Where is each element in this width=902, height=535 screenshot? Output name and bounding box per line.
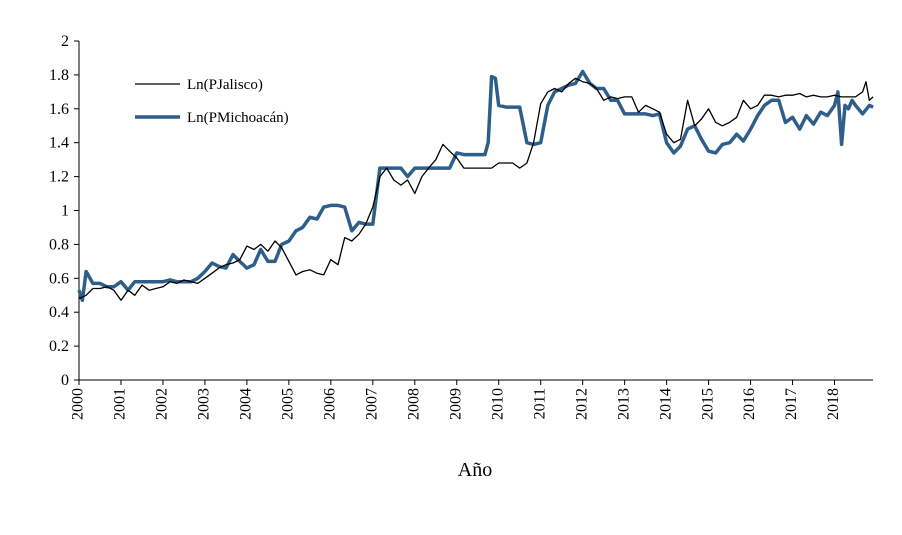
- legend-label: Ln(PJalisco): [187, 77, 263, 93]
- x-tick-label: 2000: [70, 388, 87, 420]
- y-tick-label: 0.4: [49, 304, 69, 321]
- axes: 0 0.2 0.4 0.6 0.8 1 1.2 1.4 1.6 1.8 2 2000 2001 2002 2…: [49, 33, 873, 420]
- y-tick-label: 1.8: [49, 67, 69, 84]
- x-tick-label: 2012: [573, 388, 590, 420]
- series-line-pjalisco: [78, 77, 874, 301]
- y-tick-label: 1.6: [49, 101, 69, 118]
- x-tick-label: 2002: [154, 388, 171, 420]
- series-line-pmichoacan: [77, 69, 874, 303]
- y-tick-label: 0: [61, 372, 69, 389]
- y-tick-label: 0.8: [49, 236, 69, 253]
- legend-label: Ln(PMichoacán): [187, 110, 289, 126]
- y-tick-label: 0.6: [49, 270, 69, 287]
- x-tick-label: 2018: [825, 388, 842, 420]
- y-tick-label: 1.4: [49, 135, 69, 152]
- x-tick-label: 2010: [489, 388, 506, 420]
- x-tick-label: 2016: [741, 388, 758, 420]
- x-tick-label: 2004: [238, 388, 255, 420]
- x-tick-label: 2007: [363, 388, 380, 420]
- y-tick-label: 0.2: [49, 338, 69, 355]
- x-tick-label: 2009: [447, 388, 464, 420]
- x-axis-title: Año: [458, 459, 492, 481]
- x-tick-label: 2011: [531, 388, 548, 419]
- x-tick-label: 2013: [615, 388, 632, 420]
- x-tick-label: 2001: [112, 388, 129, 420]
- y-tick-label: 1: [61, 203, 69, 220]
- x-tick-label: 2008: [405, 388, 422, 420]
- y-tick-label: 1.2: [49, 169, 69, 186]
- x-tick-label: 2003: [196, 388, 213, 420]
- x-tick-label: 2017: [783, 388, 800, 420]
- legend: Ln(PJalisco) Ln(PMichoacán): [135, 77, 289, 126]
- y-tick-label: 2: [61, 33, 69, 50]
- x-tick-label: 2006: [322, 388, 339, 420]
- x-tick-label: 2005: [280, 388, 297, 420]
- x-tick-label: 2014: [657, 388, 674, 420]
- series-layer: [77, 69, 874, 303]
- x-tick-label: 2015: [699, 388, 716, 420]
